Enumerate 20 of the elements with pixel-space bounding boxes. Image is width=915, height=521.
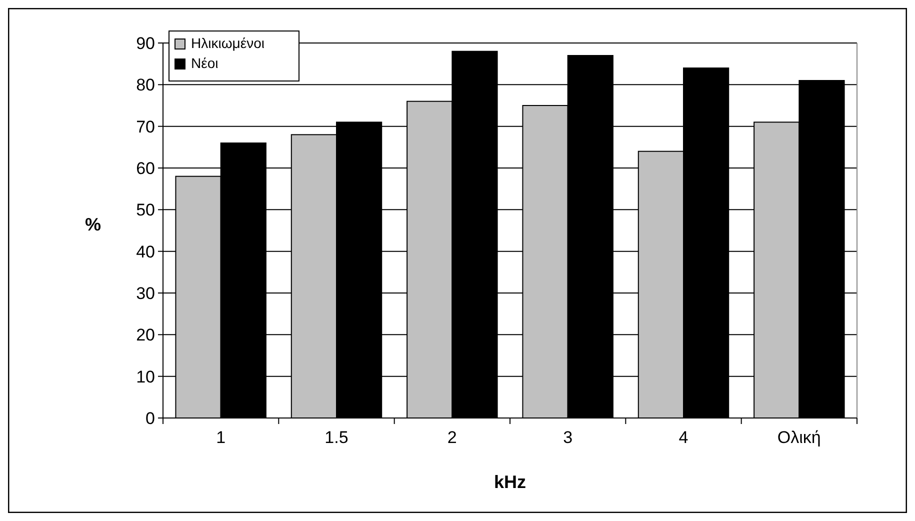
- y-tick-label: 40: [136, 242, 155, 262]
- y-tick-label: 90: [136, 34, 155, 53]
- y-tick-label: 0: [146, 408, 155, 428]
- y-tick-label: 70: [136, 117, 155, 136]
- x-tick-label: 3: [563, 428, 573, 447]
- x-tick-label: Ολική: [777, 428, 821, 447]
- y-tick-label: 20: [136, 326, 155, 345]
- x-tick-label: 1: [216, 428, 226, 447]
- y-tick-label: 60: [136, 158, 155, 178]
- legend-label: Νέοι: [191, 55, 218, 71]
- y-axis-title: %: [84, 214, 102, 234]
- legend-label: Ηλικιωμένοι: [191, 35, 264, 51]
- y-tick-label: 50: [136, 200, 155, 220]
- y-tick-label: 30: [136, 284, 155, 303]
- x-tick-label: 1.5: [324, 428, 348, 447]
- x-tick-label: 2: [447, 428, 457, 447]
- y-tick-label: 80: [136, 76, 155, 95]
- x-tick-label: 4: [678, 428, 688, 447]
- x-axis-title: kHz: [494, 472, 526, 492]
- y-tick-label: 10: [136, 367, 155, 386]
